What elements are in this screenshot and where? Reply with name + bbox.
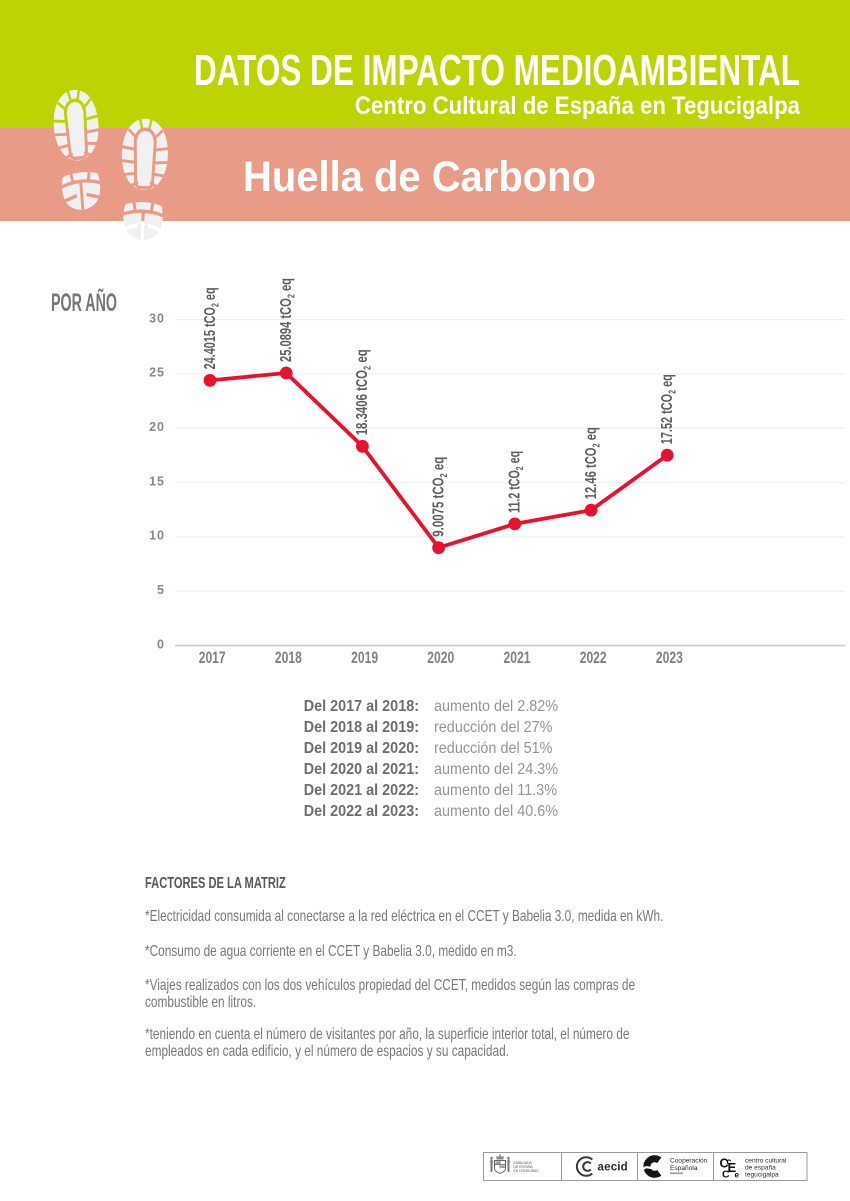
svg-text:15: 15	[149, 474, 165, 488]
svg-text:0: 0	[157, 637, 165, 651]
svg-text:centro cultural: centro cultural	[745, 1158, 787, 1165]
svg-text:20: 20	[149, 420, 165, 434]
svg-text:9.0075 tCO2 eq: 9.0075 tCO2 eq	[430, 457, 450, 537]
svg-text:2023: 2023	[656, 649, 683, 667]
svg-text:DE ESPAÑA: DE ESPAÑA	[514, 1164, 534, 1169]
svg-text:EMBAJADA: EMBAJADA	[514, 1161, 533, 1165]
svg-text:c: c	[727, 1157, 732, 1167]
svg-text:Cooperación: Cooperación	[670, 1158, 708, 1165]
svg-text:aecid: aecid	[598, 1162, 628, 1174]
svg-text:C: C	[722, 1169, 730, 1181]
svg-text:EN HONDURAS: EN HONDURAS	[514, 1169, 540, 1173]
svg-text:C: C	[720, 1157, 729, 1171]
svg-text:5: 5	[157, 583, 165, 597]
svg-text:25.0894 tCO2 eq: 25.0894 tCO2 eq	[278, 278, 298, 362]
svg-text:2017: 2017	[199, 649, 226, 667]
svg-text:2022: 2022	[580, 649, 607, 667]
svg-text:10: 10	[149, 529, 165, 543]
svg-text:Española: Española	[670, 1165, 698, 1172]
svg-text:11.2 tCO2 eq: 11.2 tCO2 eq	[507, 451, 527, 513]
svg-text:2019: 2019	[351, 649, 378, 667]
svg-text:24.4015 tCO2 eq: 24.4015 tCO2 eq	[202, 287, 222, 369]
svg-text:18.3406 tCO2 eq: 18.3406 tCO2 eq	[354, 349, 374, 435]
svg-text:E: E	[728, 1160, 737, 1175]
svg-text:tegucigalpa: tegucigalpa	[745, 1172, 779, 1179]
svg-text:12.46 tCO2 eq: 12.46 tCO2 eq	[583, 427, 603, 499]
svg-text:2018: 2018	[275, 649, 302, 667]
svg-text:25: 25	[149, 366, 165, 380]
svg-text:e: e	[735, 1171, 740, 1180]
svg-text:17.52 tCO2 eq: 17.52 tCO2 eq	[659, 374, 679, 444]
svg-text:30: 30	[149, 311, 165, 325]
svg-text:de españa: de españa	[745, 1165, 776, 1172]
svg-text:2020: 2020	[427, 649, 454, 667]
svg-text:2021: 2021	[504, 649, 531, 667]
